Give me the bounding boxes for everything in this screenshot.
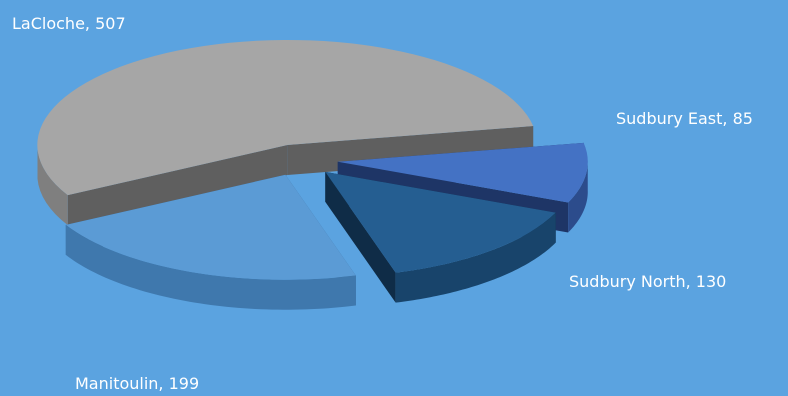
data-label-sudbury-north: Sudbury North, 130 [569,272,726,291]
pie-slices [37,39,588,310]
data-label-sudbury-east: Sudbury East, 85 [616,109,753,128]
slice-top-manitoulin [65,174,356,280]
data-label-manitoulin: Manitoulin, 199 [75,374,199,393]
slice-side-sudbury-north [395,212,556,303]
data-labels: LaCloche, 507 Sudbury East, 85 Sudbury N… [12,14,753,393]
slice-top-sudbury-east [337,142,588,203]
slice-wall-lacloche-0 [67,144,288,226]
slice-top-lacloche [37,39,534,196]
slice-side-manitoulin [65,224,356,310]
slice-wall-sudbury-north-1 [325,171,396,303]
pie-slice-sudbury-north [325,171,556,303]
slice-side-sudbury-east [568,159,588,233]
pie-slice-manitoulin [65,174,356,310]
slice-top-sudbury-north [325,171,556,273]
data-label-lacloche: LaCloche, 507 [12,14,126,33]
slice-side-lacloche [37,148,68,226]
